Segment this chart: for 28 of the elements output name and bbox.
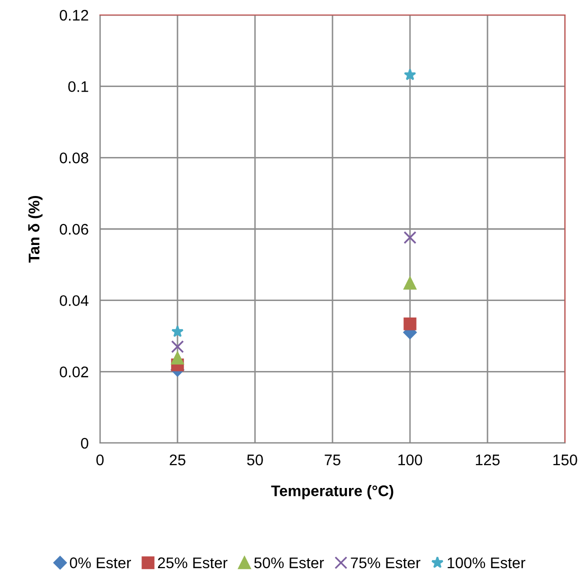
y-tick-label: 0.04 <box>60 295 88 306</box>
legend-label: 50% Ester <box>254 557 324 568</box>
x-tick-label: 75 <box>324 454 340 466</box>
y-tick-label: 0 <box>80 438 88 449</box>
point <box>171 340 184 354</box>
x-tick-label: 0 <box>96 454 104 466</box>
y-tick-label: 0.12 <box>60 10 88 21</box>
x-tick-label: 150 <box>553 454 578 466</box>
x-tick-label: 125 <box>476 454 500 466</box>
point <box>404 231 416 244</box>
y-tick-label: 0.02 <box>60 366 88 378</box>
x-tick-label: 100 <box>398 454 422 466</box>
point <box>404 317 416 330</box>
legend-label: 25% Ester <box>158 557 228 568</box>
point <box>171 352 184 365</box>
y-tick-label: 0.08 <box>60 152 88 164</box>
x-tick-label: 50 <box>247 454 263 466</box>
y-axis-title: Tan δ (%) <box>28 196 42 263</box>
point <box>171 325 184 338</box>
legend-label: 100% Ester <box>448 557 526 568</box>
point <box>404 276 416 290</box>
x-tick-label: 25 <box>170 454 186 466</box>
legend-label: 75% Ester <box>350 557 420 568</box>
y-tick-label: 0.1 <box>68 81 88 92</box>
legend-label: 0% Ester <box>70 557 131 568</box>
x-axis-title: Temperature (°C) <box>271 485 394 500</box>
point <box>404 68 416 80</box>
y-tick-label: 0.06 <box>60 224 88 235</box>
